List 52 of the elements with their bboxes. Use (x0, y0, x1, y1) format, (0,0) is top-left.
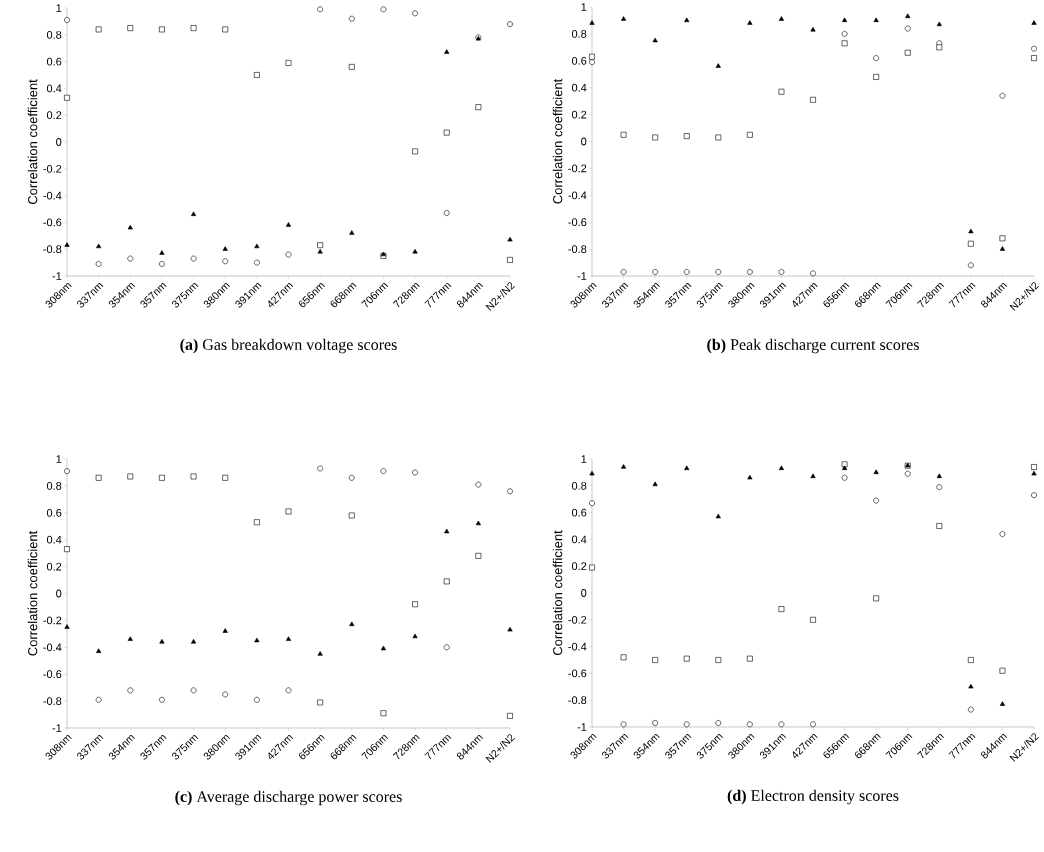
y-tick-label: 0.6 (571, 56, 587, 65)
y-tick-label: -1 (52, 724, 62, 732)
y-tick-label: -1 (577, 272, 587, 280)
y-tick-label: 0.2 (571, 110, 587, 119)
y-tick-label: -0.8 (568, 245, 587, 253)
y-axis-title: Correlation coefficient (27, 530, 38, 656)
text: (b) Peak discharge current scores (707, 338, 919, 354)
y-axis-title: Correlation coefficient (27, 79, 38, 205)
y-tick-label: 0.2 (571, 562, 587, 571)
y-tick-label: 0.4 (571, 535, 587, 544)
y-tick-label: 0 (581, 589, 587, 597)
y-axis-title: Correlation coefficient (552, 78, 563, 204)
y-tick-label: -0.6 (568, 218, 587, 227)
y-tick-label: -0.4 (568, 642, 587, 651)
text: (a) Gas breakdown voltage scores (180, 338, 397, 354)
y-tick-label: 0.8 (571, 481, 587, 490)
y-tick-label: -0.4 (568, 191, 587, 200)
y-tick-label: 0 (56, 589, 62, 598)
y-tick-label: 1 (56, 4, 62, 12)
y-tick-label: -0.4 (43, 191, 62, 200)
y-tick-label: 0 (56, 138, 62, 146)
y-tick-label: -0.2 (568, 615, 587, 624)
y-tick-label: 0.6 (571, 508, 587, 517)
text: (c) Average discharge power scores (175, 790, 402, 806)
y-tick-label: 1 (581, 455, 587, 463)
y-tick-label: 1 (56, 455, 62, 463)
y-tick-label: 0.8 (571, 30, 587, 38)
y-tick-label: -1 (52, 272, 62, 280)
y-tick-label: -1 (577, 723, 587, 731)
y-tick-label: -0.8 (43, 697, 62, 705)
y-tick-label: -0.8 (43, 245, 62, 254)
y-tick-label: 0.8 (46, 30, 62, 39)
y-tick-label: 1 (581, 3, 587, 11)
y-tick-label: 0.2 (46, 111, 62, 120)
y-tick-label: 0 (581, 137, 587, 146)
y-tick-label: -0.6 (43, 670, 62, 679)
y-tick-label: -0.4 (43, 643, 62, 652)
y-tick-label: 0.2 (46, 562, 62, 571)
y-tick-label: 0.4 (46, 535, 62, 544)
y-tick-label: 0.4 (46, 84, 62, 93)
y-tick-label: 0.6 (46, 508, 62, 517)
y-tick-label: -0.2 (568, 164, 587, 173)
y-tick-label: -0.6 (43, 218, 62, 227)
y-tick-label: -0.2 (43, 164, 62, 173)
y-tick-label: -0.6 (568, 669, 587, 678)
y-tick-label: 0.6 (46, 57, 62, 66)
text: (d) Electron density scores (727, 789, 899, 805)
y-tick-label: -0.2 (43, 616, 62, 625)
y-tick-label: 0.8 (46, 482, 62, 490)
y-axis-title: Correlation coefficient (552, 530, 563, 656)
y-tick-label: -0.8 (568, 696, 587, 705)
y-tick-label: 0.4 (571, 83, 587, 92)
